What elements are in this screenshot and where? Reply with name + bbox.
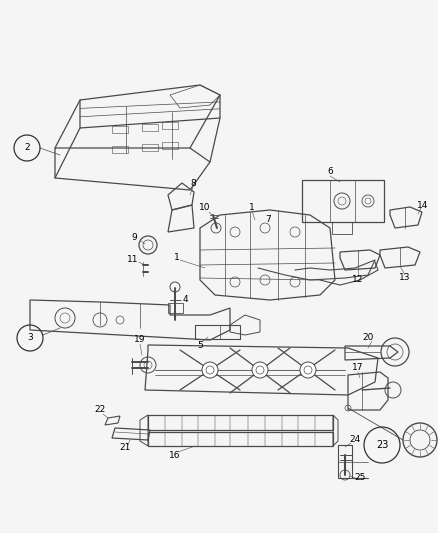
Text: 19: 19 [134,335,146,344]
Bar [148,432,333,446]
Text: 17: 17 [352,364,364,373]
Text: 11: 11 [127,255,139,264]
Bar [332,222,352,234]
Bar [168,303,183,313]
Bar [142,144,158,151]
Text: 5: 5 [197,341,203,350]
Text: 3: 3 [27,334,33,343]
Text: 1: 1 [174,254,180,262]
Text: 10: 10 [199,204,211,213]
Text: 23: 23 [376,440,388,450]
Bar [112,126,128,133]
Text: 8: 8 [190,179,196,188]
Bar [195,325,240,339]
Text: 22: 22 [94,406,106,415]
Circle shape [300,362,316,378]
Bar [148,415,333,430]
Text: 4: 4 [182,295,188,304]
Bar [162,122,178,129]
Text: 13: 13 [399,273,411,282]
Text: 14: 14 [417,200,429,209]
Bar [302,180,384,222]
Text: 7: 7 [265,215,271,224]
Text: 25: 25 [354,473,366,482]
Circle shape [202,362,218,378]
Text: 12: 12 [352,276,364,285]
Bar [162,142,178,149]
Text: 6: 6 [327,167,333,176]
Text: 16: 16 [169,450,181,459]
Text: 21: 21 [119,443,131,453]
Bar [142,124,158,131]
Text: 1: 1 [249,204,255,213]
Circle shape [252,362,268,378]
Text: 24: 24 [350,435,360,445]
Text: 20: 20 [362,333,374,342]
Text: 2: 2 [24,143,30,152]
Text: 9: 9 [131,232,137,241]
Bar [112,146,128,153]
